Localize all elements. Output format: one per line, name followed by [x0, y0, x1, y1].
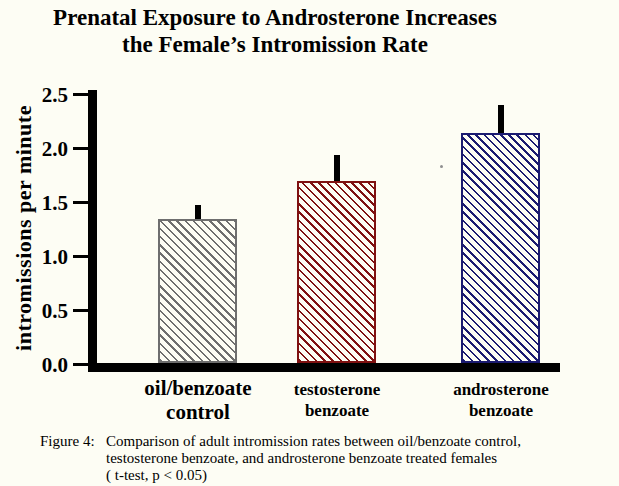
bar-testosterone-benzoate: [297, 181, 376, 363]
y-tick-mark: [73, 147, 88, 150]
x-tick-label-line: benzoate: [247, 400, 427, 421]
error-bar-testosterone-benzoate: [334, 155, 340, 181]
x-axis-line: [88, 363, 560, 372]
x-tick-label-line: benzoate: [411, 400, 591, 421]
y-tick-label: 2.0: [22, 138, 68, 160]
y-tick-mark: [73, 93, 88, 96]
x-tick-label-androsterone-benzoate: androsterone benzoate: [411, 379, 591, 421]
figure-canvas: Prenatal Exposure to Androsterone Increa…: [0, 0, 619, 486]
figure-caption-line-3: ( t-test, p < 0.05): [106, 467, 521, 484]
y-tick-label: 1.0: [22, 246, 68, 268]
y-tick-label: 0.5: [22, 300, 68, 322]
y-tick-label: 1.5: [22, 192, 68, 214]
stray-dot-artifact: [440, 165, 443, 168]
figure-caption-line-1: Comparison of adult intromission rates b…: [106, 433, 521, 450]
y-tick-mark: [73, 201, 88, 204]
error-bar-androsterone-benzoate: [498, 105, 504, 133]
figure-caption-label: Figure 4:: [40, 433, 95, 450]
chart-title: Prenatal Exposure to Androsterone Increa…: [0, 4, 550, 58]
x-tick-label-testosterone-benzoate: testosterone benzoate: [247, 379, 427, 421]
x-tick-label-line: androsterone: [411, 379, 591, 400]
figure-caption-line-2: testosterone benzoate, and androsterone …: [106, 450, 521, 467]
chart-title-line-1: Prenatal Exposure to Androsterone Increa…: [0, 4, 550, 31]
y-tick-label: 2.5: [22, 84, 68, 106]
error-bar-oil-benzoate-control: [195, 205, 201, 219]
chart-title-line-2: the Female’s Intromission Rate: [0, 31, 550, 58]
bar-oil-benzoate-control: [158, 219, 237, 363]
y-axis-line: [88, 90, 97, 372]
bar-androsterone-benzoate: [461, 133, 540, 363]
x-tick-label-line: testosterone: [247, 379, 427, 400]
y-tick-mark: [73, 363, 88, 366]
figure-caption: Comparison of adult intromission rates b…: [106, 433, 521, 484]
y-tick-mark: [73, 255, 88, 258]
y-tick-label: 0.0: [22, 354, 68, 376]
y-tick-mark: [73, 309, 88, 312]
